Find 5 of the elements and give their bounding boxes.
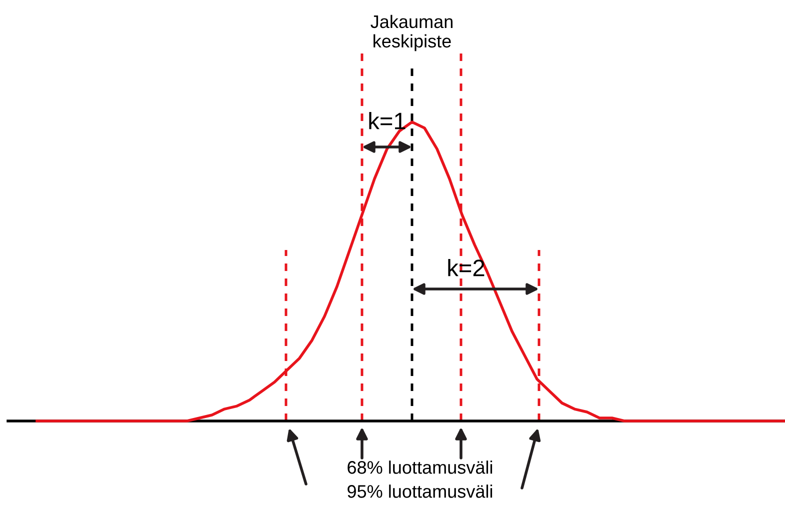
text: Jakauman keskipiste <box>370 14 452 52</box>
text: 95% luottamusväli <box>348 484 492 498</box>
annotation: k=2 <box>448 258 484 276</box>
text: 68% luottamusväli <box>348 460 492 474</box>
annotation: k=1 <box>369 112 406 130</box>
